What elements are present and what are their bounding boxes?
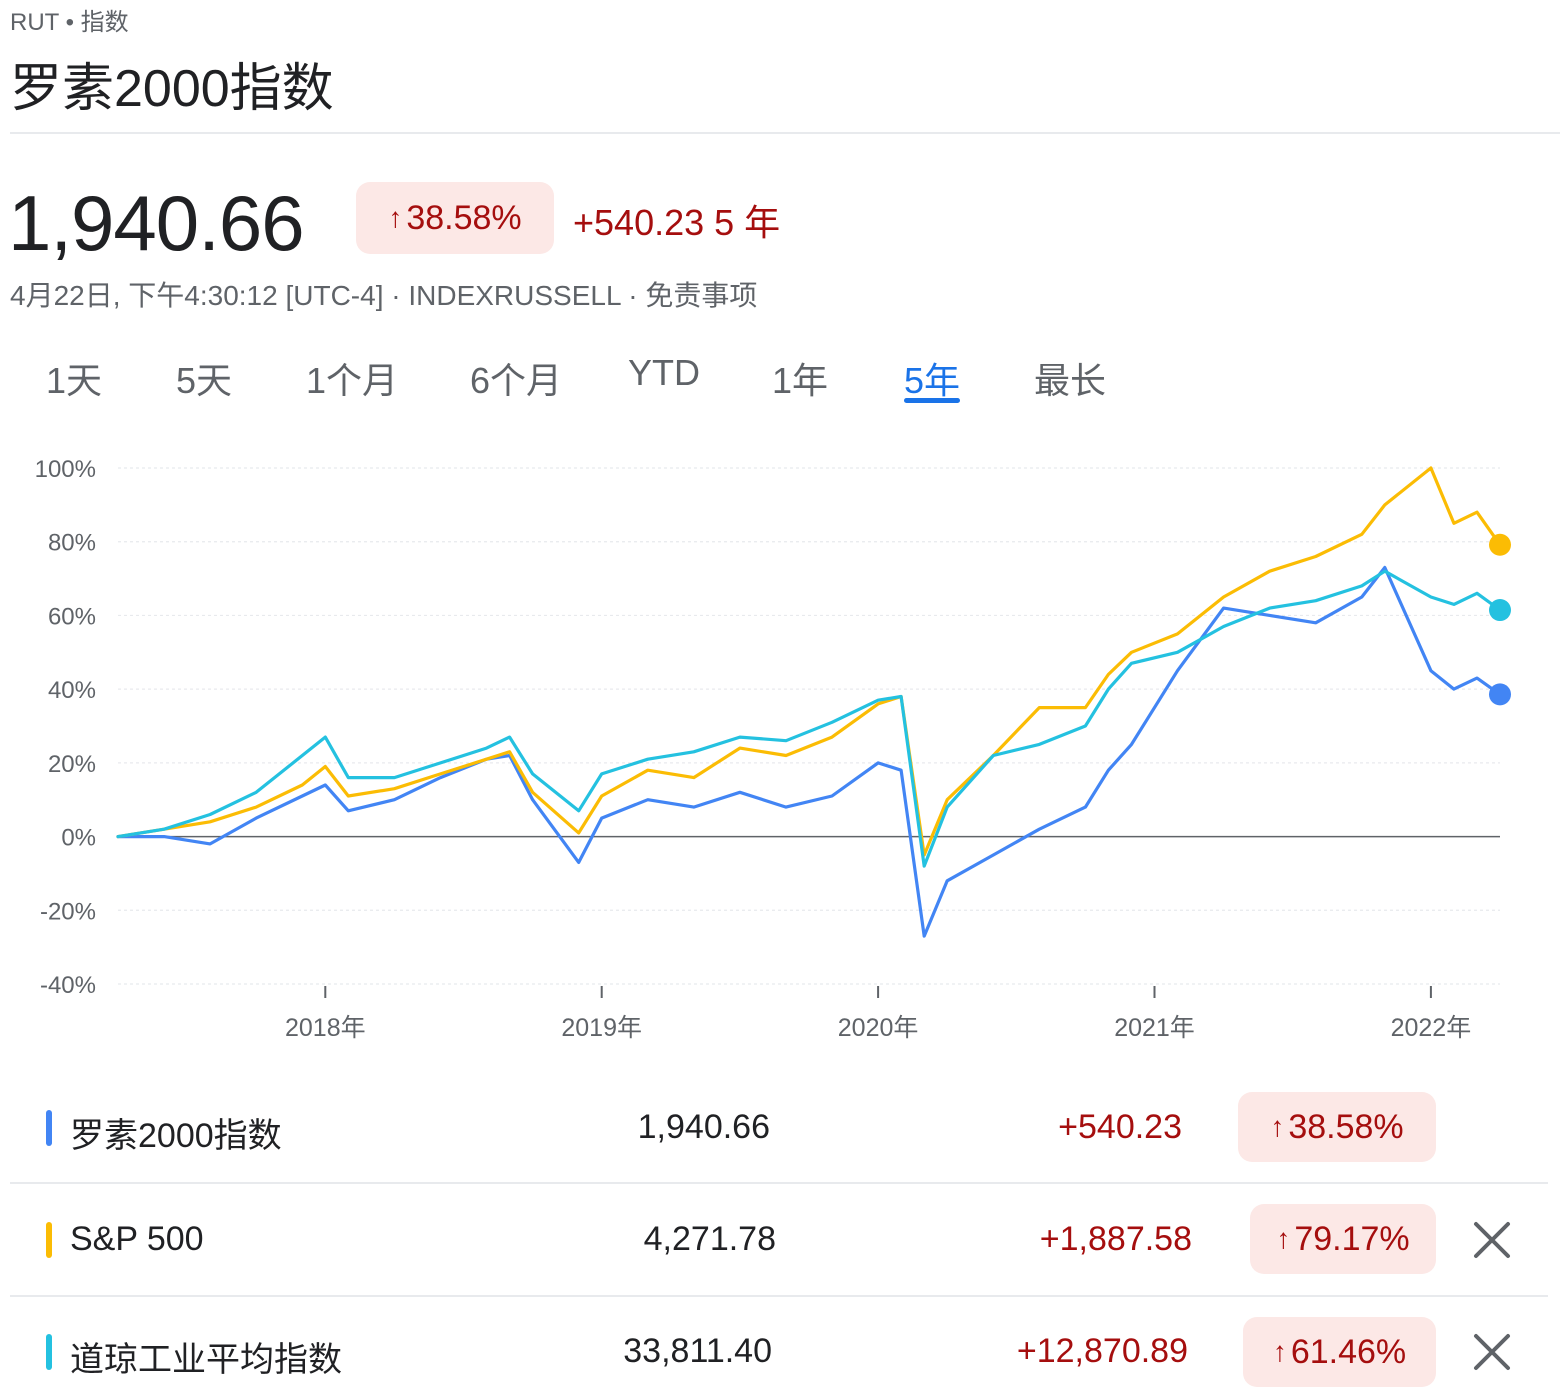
- row-percent-badge: ↑ 61.46%: [1243, 1317, 1436, 1387]
- series-line-0: [116, 565, 1502, 938]
- tab-max[interactable]: 最长: [1034, 360, 1107, 401]
- x-tick-label: 2020年: [838, 1014, 919, 1042]
- category-label: 指数: [80, 9, 129, 36]
- tab-1y[interactable]: 1年: [772, 360, 829, 401]
- y-tick-label: -40%: [40, 972, 96, 999]
- series-end-point-1: [1489, 533, 1511, 556]
- series-end-point-0: [1489, 683, 1511, 706]
- arrow-up-icon: ↑: [1272, 1336, 1287, 1367]
- row-percent-badge: ↑ 79.17%: [1250, 1204, 1436, 1274]
- row-value: 1,940.66: [637, 1108, 770, 1146]
- active-tab-indicator: [904, 398, 960, 403]
- tab-6m[interactable]: 6个月: [470, 360, 563, 401]
- y-tick-label: 0%: [61, 825, 96, 852]
- arrow-up-icon: ↑: [1270, 1111, 1285, 1142]
- row-name: 道琼工业平均指数: [70, 1341, 342, 1379]
- ticker-symbol: RUT: [10, 9, 59, 36]
- tab-5d[interactable]: 5天: [176, 360, 233, 401]
- arrow-up-icon: ↑: [1276, 1223, 1291, 1254]
- x-tick-label: 2019年: [561, 1014, 642, 1042]
- row-name: 罗素2000指数: [70, 1117, 282, 1155]
- page-title: 罗素2000指数: [10, 60, 334, 118]
- remove-comparison-close-icon[interactable]: [1470, 1330, 1514, 1374]
- row-divider: [10, 1295, 1548, 1297]
- row-value: 4,271.78: [643, 1220, 776, 1258]
- x-tick-label: 2022年: [1391, 1014, 1472, 1042]
- period-label: 5 年: [714, 202, 781, 243]
- row-value: 33,811.40: [623, 1332, 772, 1370]
- series-color-indicator: [46, 1222, 52, 1258]
- y-tick-label: -20%: [40, 898, 96, 925]
- absolute-change: +540.23 5 年: [573, 194, 780, 246]
- absolute-change-value: +540.23: [573, 202, 705, 243]
- tab-1m[interactable]: 1个月: [306, 360, 399, 401]
- header-divider: [10, 132, 1560, 134]
- x-tick-label: 2018年: [285, 1014, 366, 1042]
- series-line-2: [116, 569, 1502, 868]
- quote-meta: 4月22日, 下午4:30:12 [UTC-4] · INDEXRUSSELL …: [10, 280, 758, 311]
- tab-5y[interactable]: 5年: [904, 360, 961, 401]
- row-change: +540.23: [1058, 1108, 1182, 1146]
- x-tick-label: 2021年: [1114, 1014, 1195, 1042]
- y-tick-label: 40%: [48, 677, 96, 704]
- row-percent-badge: ↑ 38.58%: [1238, 1092, 1436, 1162]
- series-color-indicator: [46, 1334, 52, 1370]
- y-tick-label: 80%: [48, 530, 96, 557]
- price-comparison-chart[interactable]: 100% 80% 60% 40% 20% 0% -20% -40% 2018年 2019年 2020…: [0, 440, 1561, 1060]
- arrow-up-icon: ↑: [388, 202, 403, 233]
- tab-1d[interactable]: 1天: [46, 360, 103, 401]
- series-color-indicator: [46, 1110, 52, 1146]
- y-tick-label: 100%: [35, 456, 96, 483]
- y-tick-label: 20%: [48, 751, 96, 778]
- row-change: +12,870.89: [1016, 1332, 1188, 1370]
- row-change: +1,887.58: [1039, 1220, 1192, 1258]
- row-divider: [10, 1182, 1548, 1184]
- remove-comparison-close-icon[interactable]: [1470, 1218, 1514, 1262]
- percent-change-badge: ↑ 38.58%: [356, 182, 554, 254]
- tab-ytd[interactable]: YTD: [628, 352, 700, 393]
- row-percent: 61.46%: [1290, 1332, 1407, 1371]
- percent-change-value: 38.58%: [406, 198, 522, 237]
- breadcrumb: RUT • 指数: [10, 9, 129, 36]
- y-tick-label: 60%: [48, 603, 96, 630]
- series-line-1: [116, 466, 1502, 857]
- row-name: S&P 500: [70, 1220, 204, 1258]
- series-end-point-2: [1489, 599, 1511, 622]
- row-percent: 38.58%: [1288, 1107, 1404, 1146]
- row-percent: 79.17%: [1294, 1219, 1410, 1258]
- current-price: 1,940.66: [8, 179, 305, 267]
